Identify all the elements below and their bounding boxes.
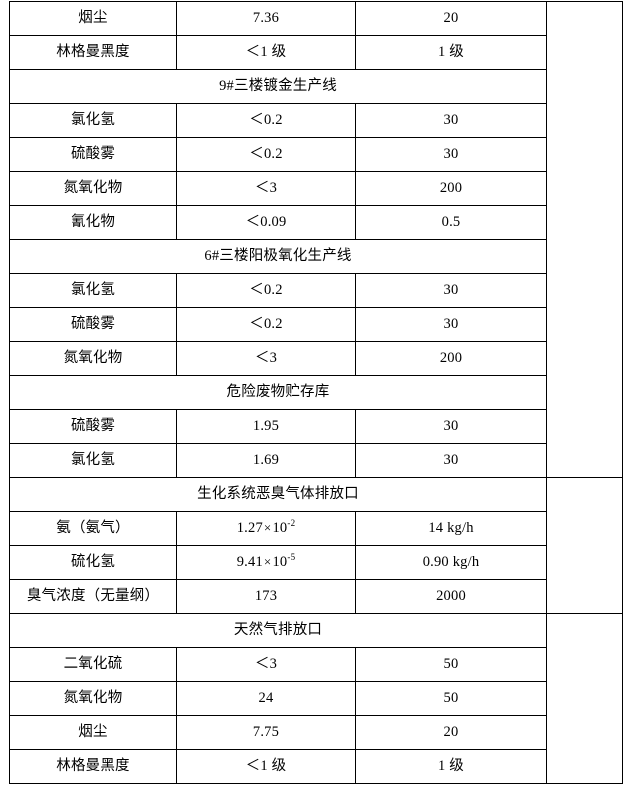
measured-value: ＜0.09 [176, 205, 356, 241]
measured-value: ＜1 级 [176, 749, 356, 785]
notes-column-segment-3 [546, 477, 623, 614]
table-section-header-row: 6#三楼阳极氧化生产线 [9, 239, 623, 274]
table-body: 烟尘 7.36 20 林格曼黑度 ＜1 级 1 级 9#三楼镀金生产线 氯化氢 … [9, 1, 623, 785]
measured-value: 7.75 [176, 715, 356, 750]
limit-value: 14 kg/h [355, 511, 547, 546]
pollutant-name: 氰化物 [9, 205, 177, 240]
limit-value: 20 [355, 715, 547, 750]
table-row: 氮氧化物 24 50 [9, 681, 623, 716]
table-row: 烟尘 7.36 20 [9, 1, 623, 410]
pollutant-name: 硫酸雾 [9, 307, 177, 342]
table-row: 二氧化硫 ＜3 50 [9, 647, 623, 683]
measured-value: 7.36 [176, 1, 356, 36]
measured-value: ＜1 级 [176, 35, 356, 71]
table-row: 硫化氢 9.41×10-5 0.90 kg/h [9, 545, 623, 580]
table-row: 氯化氢 1.69 30 [9, 443, 623, 478]
table-section-header-row: 9#三楼镀金生产线 [9, 69, 623, 104]
notes-column-segment-1 [546, 1, 623, 410]
pollutant-name: 氨（氨气） [9, 511, 177, 546]
section-header-label: 9#三楼镀金生产线 [9, 69, 547, 104]
limit-value: 0.5 [355, 205, 547, 240]
notes-column-segment-4 [546, 613, 623, 784]
exponent: -5 [287, 551, 296, 562]
measured-value: 1.95 [176, 409, 356, 444]
measured-value: 9.41×10-5 [176, 545, 356, 580]
table-row: 硫酸雾 ＜0.2 30 [9, 137, 623, 173]
section-header-label: 生化系统恶臭气体排放口 [9, 477, 547, 512]
section-header-label: 危险废物贮存库 [9, 375, 547, 410]
limit-value: 30 [355, 103, 547, 138]
pollutant-name: 氮氧化物 [9, 341, 177, 376]
table-section-header-row: 天然气排放口 [9, 613, 623, 784]
measured-value: 1.69 [176, 443, 356, 478]
table-row: 臭气浓度（无量纲） 173 2000 [9, 579, 623, 614]
pollutant-name: 硫酸雾 [9, 409, 177, 444]
pollutant-name: 硫化氢 [9, 545, 177, 580]
measured-value: 1.27×10-2 [176, 511, 356, 546]
pollutant-name: 林格曼黑度 [9, 749, 177, 784]
section-header-label: 天然气排放口 [9, 613, 547, 648]
pollutant-name: 林格曼黑度 [9, 35, 177, 70]
pollutant-name: 氮氧化物 [9, 681, 177, 716]
limit-value: 30 [355, 307, 547, 342]
measured-value: 173 [176, 579, 356, 614]
limit-value: 30 [355, 273, 547, 308]
mantissa: 9.41 [236, 553, 263, 570]
measured-value: ＜0.2 [176, 137, 356, 173]
limit-value: 1 级 [355, 35, 547, 70]
table-section-header-row: 危险废物贮存库 [9, 375, 623, 410]
section-header-label: 6#三楼阳极氧化生产线 [9, 239, 547, 274]
measured-value: ＜3 [176, 171, 356, 207]
emission-monitoring-table: 烟尘 7.36 20 林格曼黑度 ＜1 级 1 级 9#三楼镀金生产线 氯化氢 … [9, 1, 623, 785]
table-row: 氮氧化物 ＜3 200 [9, 171, 623, 207]
measured-value: ＜0.2 [176, 273, 356, 309]
base: 10 [272, 519, 288, 536]
table-row: 氨（氨气） 1.27×10-2 14 kg/h [9, 511, 623, 546]
multiplication-sign: × [263, 553, 272, 569]
table-row: 烟尘 7.75 20 [9, 715, 623, 750]
limit-value: 30 [355, 443, 547, 478]
pollutant-name: 硫酸雾 [9, 137, 177, 172]
measured-value: ＜0.2 [176, 307, 356, 343]
pollutant-name: 氯化氢 [9, 443, 177, 478]
measured-value: ＜3 [176, 647, 356, 683]
limit-value: 200 [355, 341, 547, 376]
limit-value: 50 [355, 681, 547, 716]
pollutant-name: 烟尘 [9, 715, 177, 750]
limit-value: 200 [355, 171, 547, 206]
table-row: 氯化氢 ＜0.2 30 [9, 273, 623, 309]
exponent: -2 [287, 517, 296, 528]
pollutant-name: 氮氧化物 [9, 171, 177, 206]
measured-value: 24 [176, 681, 356, 716]
table-section-header-row: 生化系统恶臭气体排放口 [9, 477, 623, 614]
pollutant-name: 氯化氢 [9, 103, 177, 138]
limit-value: 0.90 kg/h [355, 545, 547, 580]
table-row: 林格曼黑度 ＜1 级 1 级 [9, 35, 623, 71]
table-row: 硫酸雾 ＜0.2 30 [9, 307, 623, 343]
limit-value: 2000 [355, 579, 547, 614]
limit-value: 20 [355, 1, 547, 36]
limit-value: 50 [355, 647, 547, 682]
pollutant-name: 氯化氢 [9, 273, 177, 308]
limit-value: 30 [355, 137, 547, 172]
table-row: 氯化氢 ＜0.2 30 [9, 103, 623, 139]
pollutant-name: 臭气浓度（无量纲） [9, 579, 177, 614]
limit-value: 30 [355, 409, 547, 444]
table-row: 硫酸雾 1.95 30 [9, 409, 623, 444]
measured-value: ＜3 [176, 341, 356, 377]
pollutant-name: 烟尘 [9, 1, 177, 36]
multiplication-sign: × [263, 519, 272, 535]
pollutant-name: 二氧化硫 [9, 647, 177, 682]
table-row: 氮氧化物 ＜3 200 [9, 341, 623, 377]
table-row: 氰化物 ＜0.09 0.5 [9, 205, 623, 241]
base: 10 [272, 553, 288, 570]
limit-value: 1 级 [355, 749, 547, 784]
table-row: 林格曼黑度 ＜1 级 1 级 [9, 749, 623, 785]
mantissa: 1.27 [236, 519, 263, 536]
measured-value: ＜0.2 [176, 103, 356, 139]
